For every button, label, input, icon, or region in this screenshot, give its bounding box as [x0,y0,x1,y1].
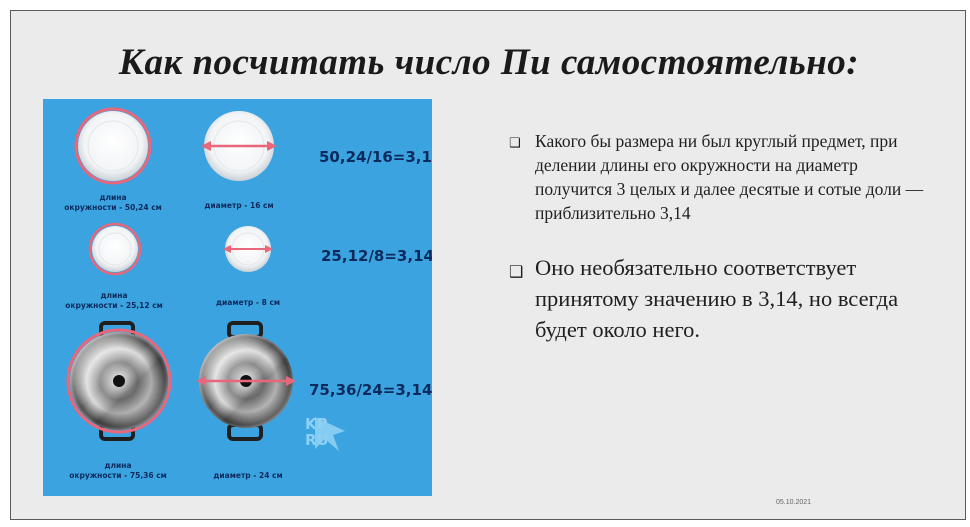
pot-lid-circumference [66,321,172,441]
formula-1: 50,24/16=3,14 [319,148,432,166]
formula-3: 75,36/24=3,14 [309,381,432,399]
caption-diameter-1: диаметр - 16 см [204,201,274,210]
slide: Как посчитать число Пи самостоятельно: [10,10,966,520]
slide-date: 05.10.2021 [776,499,812,506]
slide-title: Как посчитать число Пи самостоятельно: [118,42,860,83]
plate-large-circumference [74,107,152,185]
bullet-text: Оно необязательно соответствует принятом… [535,255,899,342]
caption-circumference-2: длина окружности - 25,12 см [65,291,163,310]
bullet-text: Какого бы размера ни был круглый предмет… [535,131,924,223]
caption-circumference-3: длина окружности - 75,36 см [69,461,167,480]
formula-2: 25,12/8=3,14 [321,247,432,265]
plate-medium-circumference [88,222,142,276]
caption-circumference-1: длина окружности - 50,24 см [64,193,162,212]
logo-bird-icon [315,417,345,451]
caption-diameter-3: диаметр - 24 см [213,471,283,480]
bullet-item: ❑ Оно необязательно соответствует принят… [509,252,929,345]
caption-diameter-2: диаметр - 8 см [215,298,281,307]
plate-large-diameter [201,111,277,181]
bullet-item: ❑ Какого бы размера ни был круглый предм… [509,129,929,225]
kp-logo: KP RU [305,415,329,449]
pi-infographic: KP RU длина окружности - 50,24 см диамет… [43,99,432,496]
checkbox-icon: ❑ [509,262,524,281]
plate-medium-diameter [223,226,273,272]
bullet-list: ❑ Какого бы размера ни был круглый предм… [509,129,929,345]
checkbox-icon: ❑ [509,136,521,151]
pot-lid-diameter [196,321,296,441]
infographic-drawing [66,107,345,451]
